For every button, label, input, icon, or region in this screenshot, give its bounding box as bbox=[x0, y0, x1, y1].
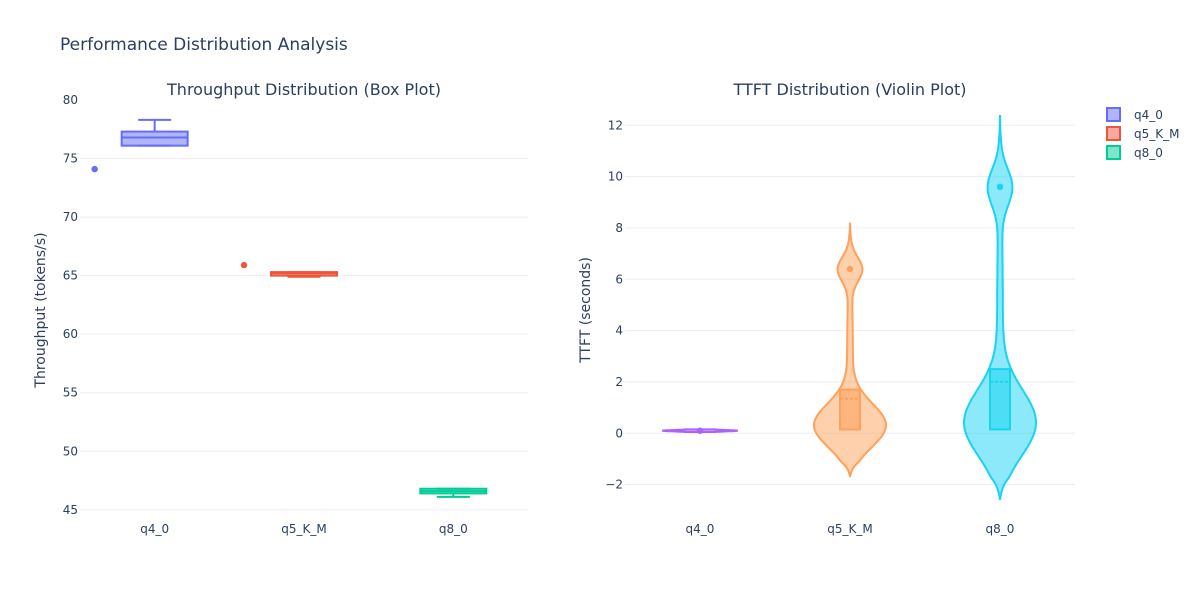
box-y-tick-label: 55 bbox=[63, 386, 78, 400]
legend-swatch bbox=[1106, 145, 1121, 160]
box-y-tick-label: 60 bbox=[63, 327, 78, 341]
violin-plot-y-ticks: −2 0 2 4 6 8 10 12 bbox=[605, 118, 623, 491]
box-plot-marks bbox=[91, 118, 488, 498]
box-outlier-point bbox=[240, 261, 248, 269]
box-y-tick-label: 50 bbox=[63, 444, 78, 458]
box-plot-gridlines bbox=[80, 158, 528, 511]
violin-y-tick-label: 0 bbox=[615, 426, 623, 440]
box-plot-x-ticks: q4_0 q5_K_M q8_0 bbox=[140, 522, 468, 536]
violin-inner-box bbox=[839, 388, 861, 431]
box-iqr bbox=[120, 130, 189, 147]
violin-q5_K_M bbox=[813, 222, 887, 478]
box-q4_0 bbox=[91, 118, 189, 173]
violin-q8_0 bbox=[962, 114, 1038, 501]
legend: q4_0 q5_K_M q8_0 bbox=[1106, 107, 1179, 160]
box-q8_0 bbox=[419, 487, 488, 498]
box-outlier-point bbox=[91, 165, 98, 173]
violin-plot-y-axis-title: TTFT (seconds) bbox=[578, 257, 594, 364]
violin-point bbox=[996, 183, 1004, 191]
box-plot-y-ticks: 45 50 55 60 65 70 75 80 bbox=[63, 93, 78, 517]
box-y-tick-label: 45 bbox=[63, 503, 78, 517]
legend-label: q4_0 bbox=[1134, 108, 1163, 122]
legend-label: q8_0 bbox=[1134, 146, 1163, 160]
legend-item-q4_0: q4_0 bbox=[1106, 107, 1163, 122]
violin-y-tick-label: 10 bbox=[608, 170, 623, 184]
violin-y-tick-label: 12 bbox=[608, 118, 623, 132]
violin-shape bbox=[962, 114, 1038, 501]
legend-swatch bbox=[1106, 126, 1121, 141]
violin-inner-box bbox=[989, 368, 1011, 431]
violin-point bbox=[846, 265, 854, 273]
violin-q4_0 bbox=[662, 427, 738, 434]
legend-label: q5_K_M bbox=[1134, 127, 1179, 141]
box-y-tick-label: 75 bbox=[63, 152, 78, 166]
violin-y-tick-label: 4 bbox=[615, 324, 623, 338]
legend-item-q8_0: q8_0 bbox=[1106, 145, 1163, 160]
ttft-violin-plot: TTFT Distribution (Violin Plot) −2 0 2 4 6 8 1… bbox=[578, 80, 1075, 536]
box-y-tick-label: 65 bbox=[63, 269, 78, 283]
violin-x-tick-label: q5_K_M bbox=[827, 522, 872, 536]
box-y-tick-label: 80 bbox=[63, 93, 78, 107]
violin-shape bbox=[813, 222, 887, 478]
legend-swatch bbox=[1106, 107, 1121, 122]
box-x-tick-label: q5_K_M bbox=[281, 522, 326, 536]
violin-y-tick-label: −2 bbox=[605, 478, 623, 492]
chart-main-title: Performance Distribution Analysis bbox=[60, 35, 348, 55]
violin-plot-x-ticks: q4_0 q5_K_M q8_0 bbox=[686, 522, 1015, 536]
violin-y-tick-label: 8 bbox=[615, 221, 623, 235]
box-x-tick-label: q4_0 bbox=[140, 522, 169, 536]
box-plot-y-axis-title: Throughput (tokens/s) bbox=[33, 232, 49, 388]
box-plot-title: Throughput Distribution (Box Plot) bbox=[166, 80, 441, 99]
violin-y-tick-label: 2 bbox=[615, 375, 623, 389]
violin-plot-marks bbox=[662, 114, 1038, 501]
box-x-tick-label: q8_0 bbox=[439, 522, 468, 536]
box-y-tick-label: 70 bbox=[63, 210, 78, 224]
legend-item-q5_K_M: q5_K_M bbox=[1106, 126, 1179, 141]
violin-x-tick-label: q8_0 bbox=[986, 522, 1015, 536]
violin-x-tick-label: q4_0 bbox=[686, 522, 715, 536]
violin-plot-title: TTFT Distribution (Violin Plot) bbox=[732, 80, 966, 99]
throughput-box-plot: Throughput Distribution (Box Plot) 45 50 5… bbox=[33, 80, 528, 536]
violin-point bbox=[696, 427, 704, 434]
violin-y-tick-label: 6 bbox=[615, 272, 623, 286]
box-q5_K_M bbox=[240, 261, 338, 278]
